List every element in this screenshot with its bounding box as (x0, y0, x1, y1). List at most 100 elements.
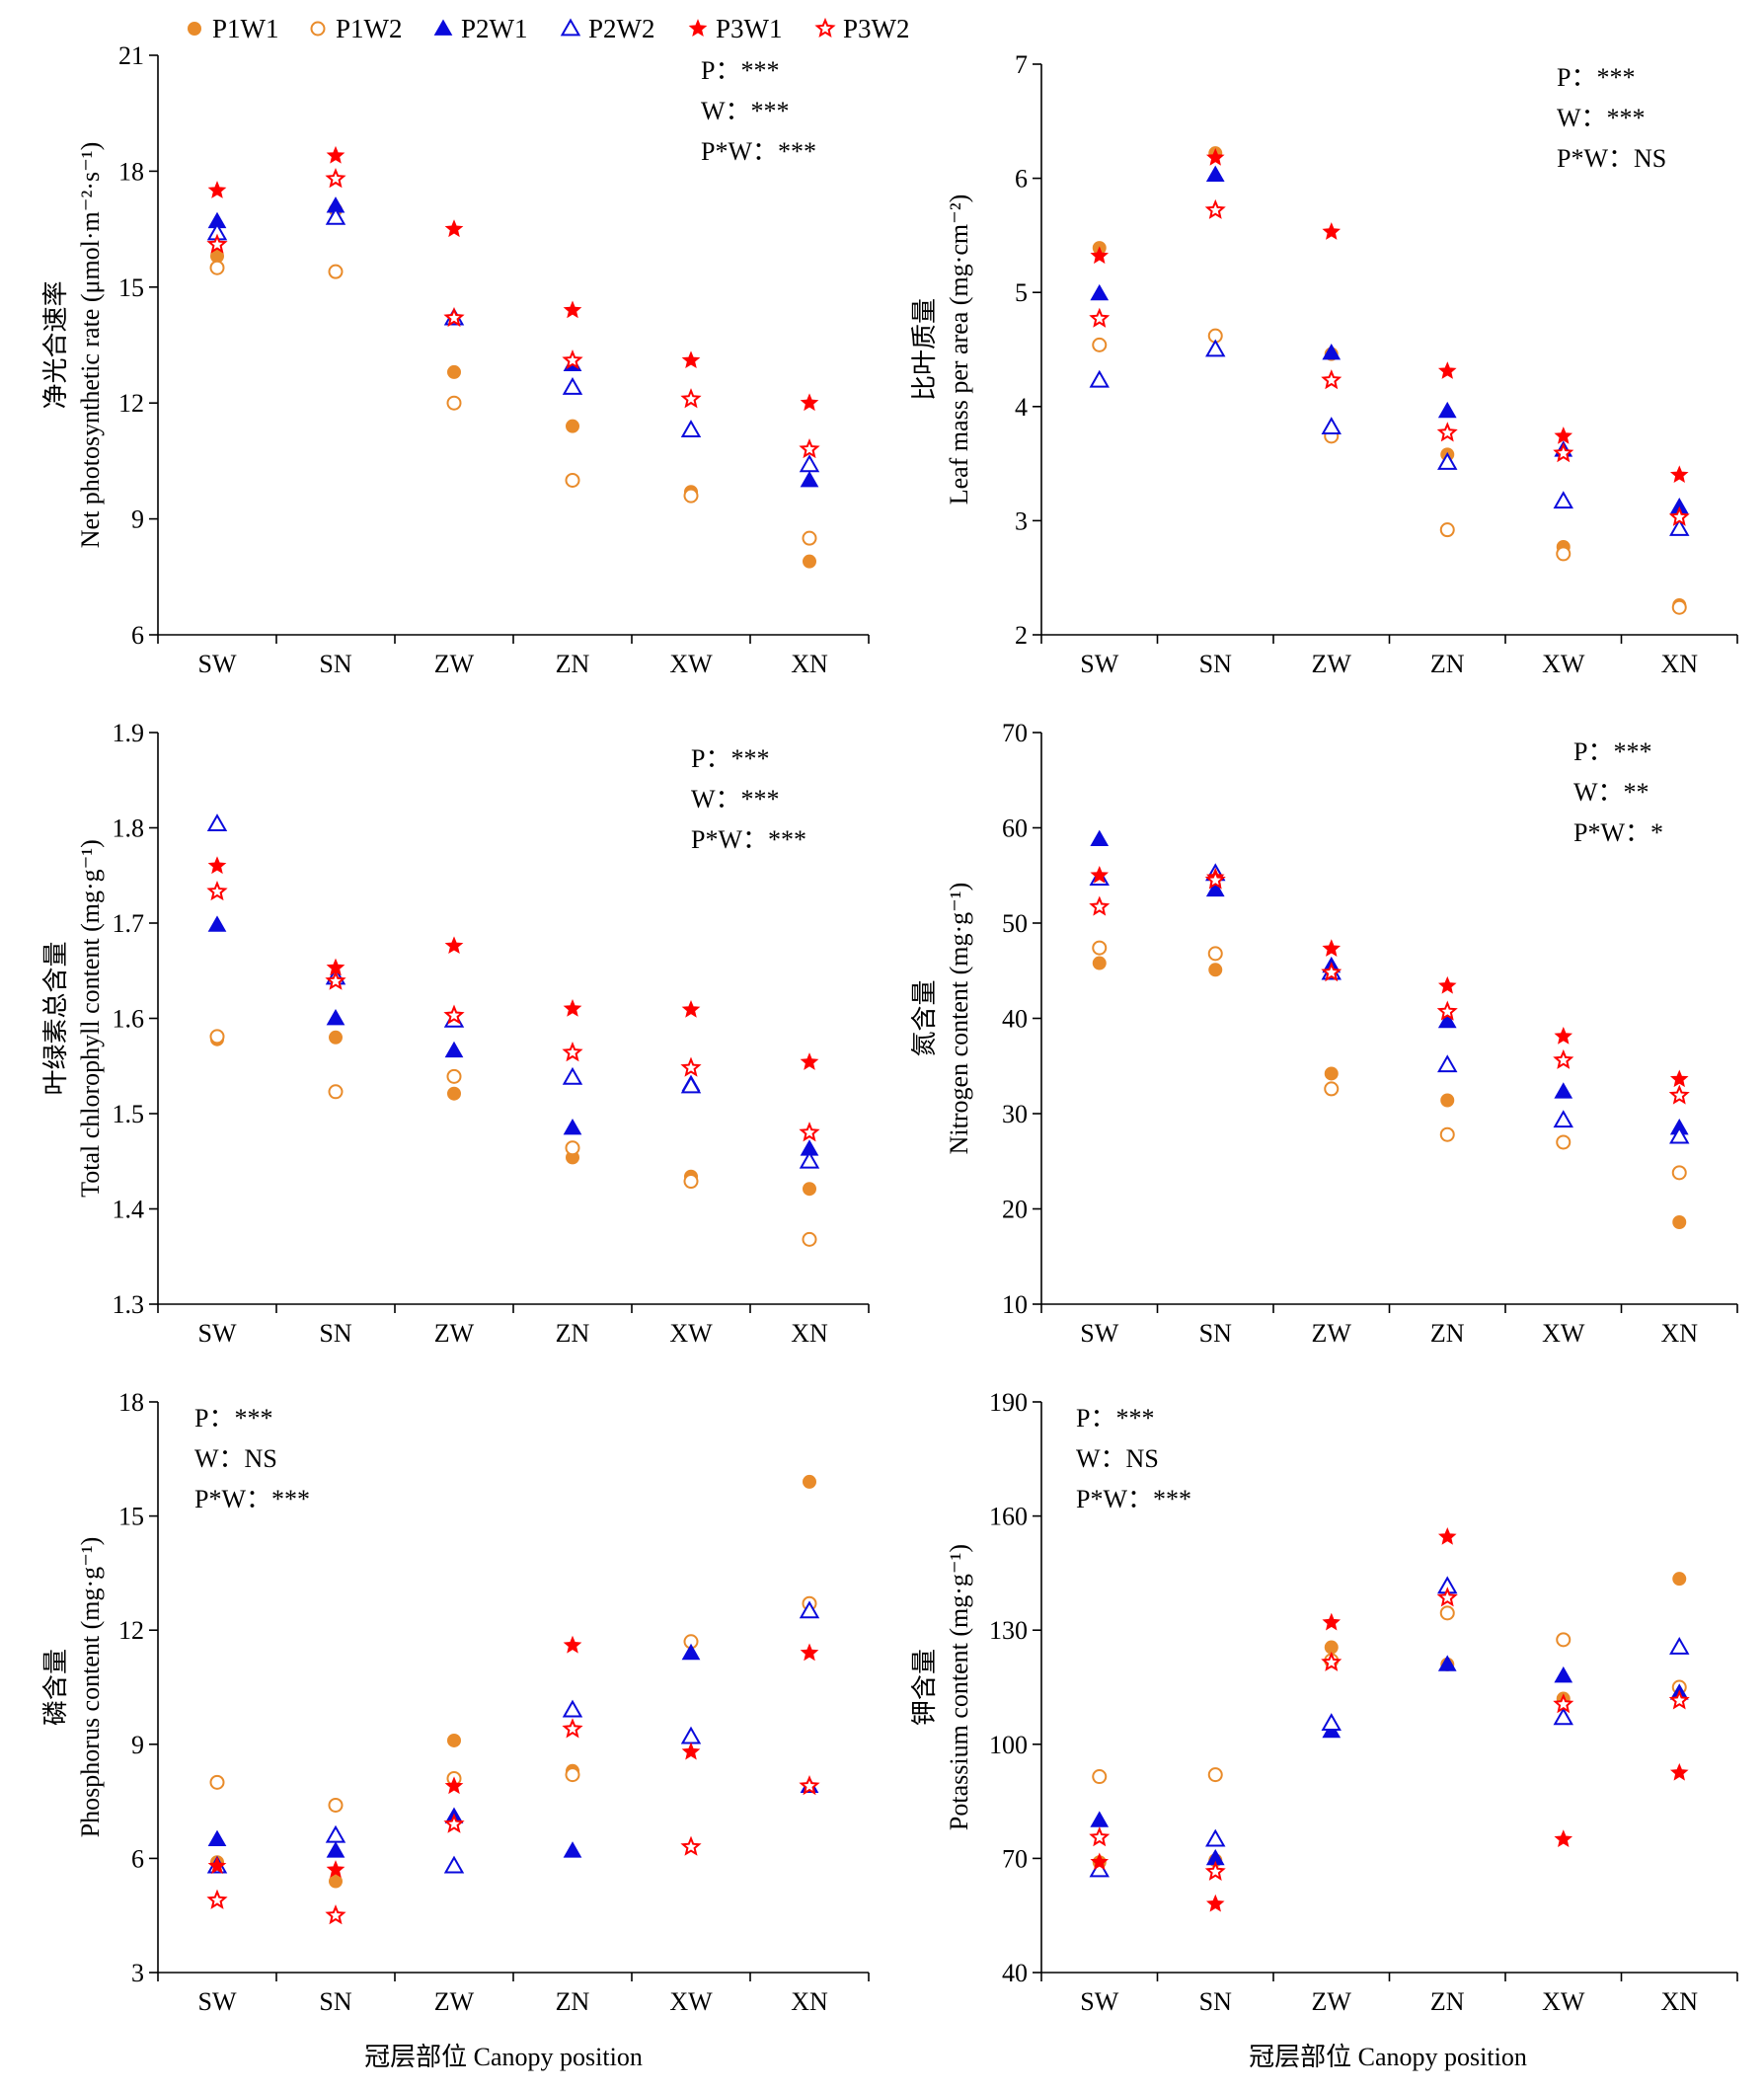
x-tick-label: ZN (556, 1987, 590, 2016)
stats-annotation: W：NS (1076, 1444, 1159, 1473)
x-tick-label: SW (1080, 650, 1118, 678)
data-point-p3w1 (681, 999, 701, 1018)
data-point-p1w2 (1556, 1134, 1572, 1150)
y-tick-label: 1.4 (113, 1196, 145, 1224)
data-point-p1w2 (1439, 1126, 1455, 1142)
legend-item-p3w1: P3W1 (688, 14, 783, 43)
legend-marker-p2w2 (560, 18, 581, 37)
data-point-p3w1 (1669, 465, 1689, 484)
data-point-p2w2 (1669, 1637, 1690, 1655)
data-point-p3w2 (1668, 1084, 1690, 1105)
data-point-p1w1 (1672, 1572, 1687, 1587)
series-p2w1 (207, 1643, 819, 1858)
data-point-p3w1 (800, 1052, 819, 1070)
series-p1w2 (1092, 940, 1687, 1181)
data-point-p2w1 (444, 1041, 464, 1058)
data-point-p1w1 (447, 1733, 461, 1747)
x-tick-label: ZN (1430, 650, 1465, 678)
data-point-p3w2 (1553, 1693, 1574, 1714)
data-point-p2w1 (1437, 1011, 1457, 1029)
data-point-p1w2 (565, 1767, 580, 1783)
data-point-p2w1 (1437, 1655, 1457, 1671)
data-point-p1w2 (209, 1774, 225, 1790)
x-tick-label: SN (1199, 650, 1232, 678)
data-point-p3w2 (443, 306, 465, 328)
data-point-p1w2 (1324, 1081, 1340, 1097)
series-p1w1 (210, 202, 816, 569)
data-point-p2w1 (681, 1643, 701, 1661)
data-point-p2w1 (1090, 1811, 1110, 1827)
data-point-p2w2 (680, 1075, 702, 1094)
stats-annotation: P：*** (1573, 737, 1651, 766)
y-tick-label: 6 (131, 621, 144, 650)
chart-panel-1: 6 9 12 15 18 21 SW SN ZW ZN XW XN 净光合速率 Net photosynt… (41, 41, 870, 678)
x-tick-label: ZW (1312, 1319, 1352, 1348)
series-p3w1 (207, 856, 819, 1070)
data-point-p3w1 (1669, 1762, 1689, 1781)
data-point-p1w1 (1208, 963, 1223, 977)
data-point-p2w2 (799, 1600, 820, 1619)
data-point-p3w2 (1321, 1651, 1342, 1671)
data-point-p3w2 (325, 969, 346, 990)
y-tick-label: 12 (118, 1616, 144, 1645)
chart-panel-3: 1.3 1.4 1.5 1.6 1.7 1.8 1.9 SW SN ZW ZN XW XN 叶绿素总含量 T… (41, 719, 870, 1348)
series-p2w2 (206, 814, 820, 1169)
x-tick-label: ZN (556, 650, 590, 678)
data-point-p1w2 (802, 1231, 817, 1247)
data-point-p3w1 (1090, 246, 1110, 265)
series-p1w1 (210, 1474, 816, 1889)
data-point-p3w1 (1554, 1026, 1573, 1045)
data-point-p2w1 (1090, 829, 1110, 846)
data-point-p3w1 (326, 145, 345, 164)
y-tick-label: 3 (131, 1959, 144, 1987)
data-point-p2w2 (325, 1824, 346, 1843)
data-point-p2w2 (1553, 1707, 1573, 1726)
data-point-p1w2 (1092, 1769, 1108, 1785)
stats-annotation: P*W：*** (691, 825, 806, 854)
x-tick-label: XW (669, 1987, 713, 2016)
x-tick-label: ZN (1430, 1319, 1465, 1348)
data-point-p2w1 (1554, 1082, 1573, 1099)
series-p2w2 (206, 1600, 820, 1874)
series-p1w2 (209, 1029, 817, 1247)
data-point-p3w2 (680, 388, 702, 409)
data-point-p3w1 (1322, 1612, 1342, 1631)
stats-annotation: P*W：*** (1076, 1485, 1191, 1513)
data-point-p3w1 (681, 1742, 701, 1760)
stats-annotation: P：*** (1076, 1404, 1154, 1433)
series-p2w1 (1090, 829, 1689, 1135)
data-point-p1w2 (209, 1029, 225, 1045)
data-point-p3w1 (1669, 1069, 1689, 1088)
series-p3w1 (1090, 865, 1689, 1088)
x-tick-label: SN (319, 1319, 351, 1348)
y-tick-label: 160 (989, 1503, 1028, 1531)
series-p3w2 (1089, 869, 1690, 1105)
y-tick-label: 1.5 (113, 1100, 145, 1128)
y-axis-title-en: Nitrogen content (mg·g⁻¹) (945, 883, 973, 1155)
series-p3w1 (1090, 1526, 1689, 1912)
series-p3w1 (207, 1635, 819, 1878)
chart-panel-5: 3 6 9 12 15 18 SW SN ZW ZN XW XN 磷含量 Phosphorus conte… (41, 1388, 870, 2016)
data-point-p2w1 (1090, 283, 1110, 301)
data-point-p3w1 (1090, 1852, 1110, 1871)
x-tick-label: XN (791, 650, 828, 678)
y-tick-label: 2 (1015, 621, 1028, 650)
data-point-p1w1 (566, 419, 579, 433)
data-point-p1w2 (209, 260, 225, 275)
y-tick-label: 7 (1015, 50, 1028, 79)
x-tick-label: ZW (434, 1319, 475, 1348)
data-point-p3w1 (207, 1856, 227, 1875)
data-point-p3w2 (206, 881, 228, 901)
legend-item-p1w1: P1W1 (188, 14, 279, 43)
y-tick-label: 3 (1015, 506, 1028, 535)
series-p2w1 (1090, 1655, 1689, 1866)
data-point-p3w1 (681, 350, 701, 369)
legend-marker-p1w1 (188, 22, 201, 36)
data-point-p3w1 (1554, 1829, 1573, 1848)
data-point-p3w2 (1089, 895, 1111, 916)
legend: P1W1 P1W2 P2W1 P2W2 P3W1 P3W2 (188, 14, 910, 43)
stats-annotation: W：*** (1557, 104, 1646, 132)
y-tick-label: 21 (118, 41, 144, 70)
legend-item-p2w2: P2W2 (560, 14, 655, 43)
y-tick-label: 9 (131, 1731, 144, 1759)
